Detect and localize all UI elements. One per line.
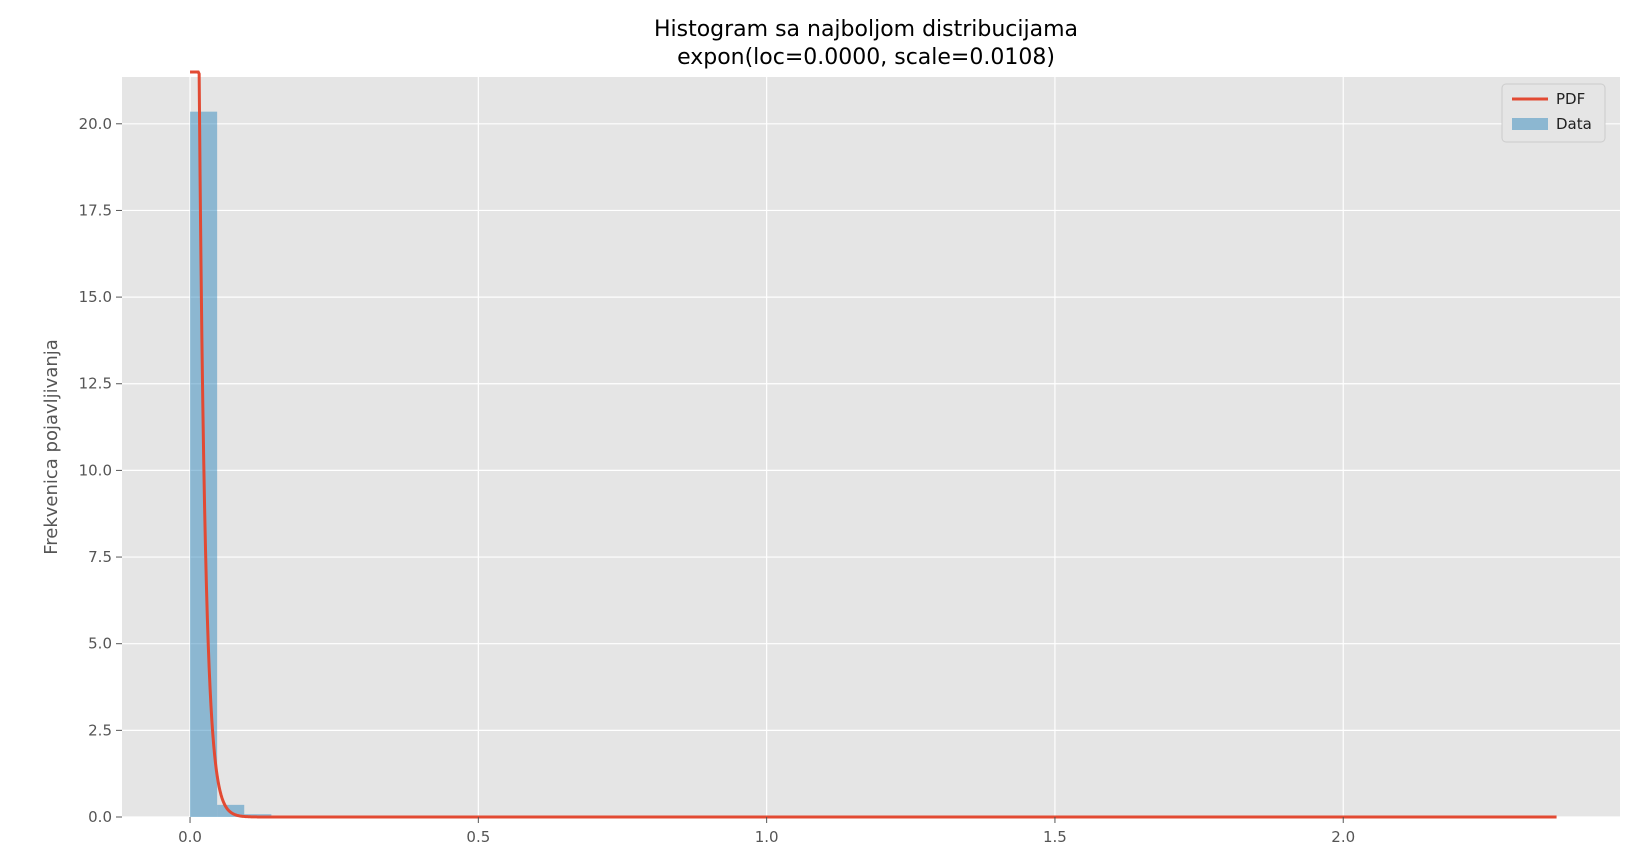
legend-data-swatch [1512,118,1548,130]
y-tick-label: 15.0 [79,288,112,306]
x-tick-label: 0.5 [466,828,490,846]
y-tick-label: 17.5 [79,201,112,219]
y-tick-label: 0.0 [88,808,112,826]
pdf-curve [190,70,1557,819]
y-axis-label: Frekvenica pojavljivanja [41,339,62,555]
y-tick-label: 10.0 [79,461,112,479]
legend-pdf-label: PDF [1556,90,1585,108]
y-tick-label: 12.5 [79,375,112,393]
legend: PDF Data [1501,83,1606,143]
y-tick-label: 2.5 [88,721,112,739]
y-tick-label: 7.5 [88,548,112,566]
plot-area [122,77,1620,817]
x-tick-label: 1.0 [755,828,779,846]
x-tick-label: 1.5 [1043,828,1067,846]
axis-ticks: 0.0 0.5 1.0 1.5 2.0 0.0 2.5 5.0 7.5 10.0 12.5 15.0 1… [79,115,1356,846]
legend-data-label: Data [1556,115,1592,133]
chart-title: Histogram sa najboljom distribucijama [654,17,1078,42]
legend-box [1501,83,1606,143]
y-tick-label: 5.0 [88,635,112,653]
pdf-curve-layer [190,70,1557,819]
x-tick-label: 2.0 [1331,828,1355,846]
chart-subtitle: expon(loc=0.0000, scale=0.0108) [677,45,1055,70]
y-tick-label: 20.0 [79,115,112,133]
x-tick-label: 0.0 [178,828,202,846]
